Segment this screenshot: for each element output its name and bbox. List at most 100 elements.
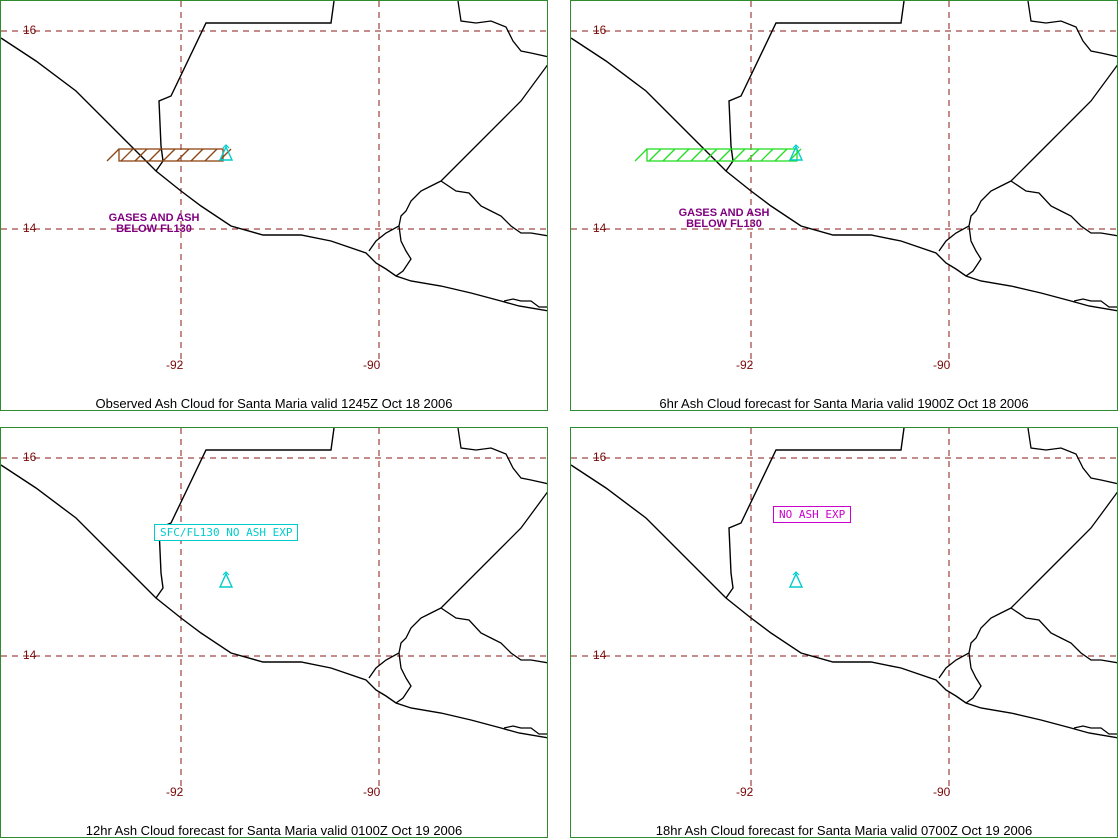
coastline xyxy=(1,37,547,312)
volcano-icon xyxy=(218,144,234,161)
ash-hatch xyxy=(732,148,746,162)
bay-outline xyxy=(503,725,547,735)
ash-note-line-1: GASES AND ASH xyxy=(678,207,770,219)
volcano-icon xyxy=(788,144,804,161)
volcano-icon xyxy=(218,571,234,588)
border-line xyxy=(440,180,547,237)
border-line xyxy=(457,1,547,58)
coastline-and-borders xyxy=(1,428,547,739)
ash-hatch xyxy=(634,148,648,162)
lon-label-90: -90 xyxy=(933,358,951,372)
ash-hatch xyxy=(662,148,676,162)
lon-label-90: -90 xyxy=(933,785,951,799)
map-panel-2: 16 14 -92 -90 GASES AND ASH BELOW FL130 … xyxy=(570,0,1118,411)
lat-label-14: 14 xyxy=(23,648,37,662)
lon-label-90: -90 xyxy=(363,358,381,372)
border-line xyxy=(368,180,442,252)
panel-caption: Observed Ash Cloud for Santa Maria valid… xyxy=(95,396,453,411)
lat-label-16: 16 xyxy=(23,23,37,37)
border-line xyxy=(440,607,547,664)
border-line xyxy=(457,428,547,485)
lon-label-92: -92 xyxy=(166,785,184,799)
map-canvas xyxy=(1,428,547,793)
map-panel-1: 16 14 -92 -90 GASES AND ASH BELOW FL130 … xyxy=(0,0,548,411)
coastline-and-borders xyxy=(571,428,1117,739)
border-mexico xyxy=(155,428,335,599)
border-line xyxy=(440,491,547,609)
map-canvas xyxy=(571,428,1117,793)
border-line xyxy=(1010,491,1117,609)
border-mexico xyxy=(725,428,905,599)
ash-hatch xyxy=(162,148,176,162)
map-canvas xyxy=(1,1,547,366)
border-mexico xyxy=(155,1,335,172)
ash-hatch xyxy=(106,148,120,162)
ash-hatch xyxy=(648,148,662,162)
coastline xyxy=(1,464,547,739)
ash-note-line-1: GASES AND ASH xyxy=(108,212,200,224)
border-line xyxy=(1010,180,1117,237)
panel-caption: 12hr Ash Cloud forecast for Santa Maria … xyxy=(85,823,463,838)
lat-label-14: 14 xyxy=(23,221,37,235)
ash-hatch xyxy=(774,148,788,162)
ash-hatch xyxy=(690,148,704,162)
border-line xyxy=(395,652,412,704)
border-line xyxy=(965,652,982,704)
forecast-box: SFC/FL130 NO ASH EXP xyxy=(154,524,299,541)
border-line xyxy=(938,180,1012,252)
border-line xyxy=(440,64,547,182)
lat-label-16: 16 xyxy=(593,450,607,464)
bay-outline xyxy=(503,298,547,308)
border-line xyxy=(1027,1,1117,58)
ash-note: GASES AND ASH BELOW FL130 xyxy=(99,213,209,235)
bay-outline xyxy=(1073,725,1117,735)
border-line xyxy=(1010,607,1117,664)
ash-hatch xyxy=(190,148,204,162)
bay-outline xyxy=(1073,298,1117,308)
ash-hatch xyxy=(676,148,690,162)
map-panel-3: 16 14 -92 -90 SFC/FL130 NO ASH EXP 12hr … xyxy=(0,427,548,838)
ash-cloud-area xyxy=(106,148,232,162)
coastline-and-borders xyxy=(1,1,547,312)
ash-hatch xyxy=(204,148,218,162)
lat-label-16: 16 xyxy=(23,450,37,464)
ash-hatch xyxy=(760,148,774,162)
panel-caption: 18hr Ash Cloud forecast for Santa Maria … xyxy=(655,823,1033,838)
lat-label-14: 14 xyxy=(593,221,607,235)
ash-area-outline xyxy=(646,148,798,162)
ash-hatch xyxy=(746,148,760,162)
border-line xyxy=(395,225,412,277)
ash-hatch xyxy=(148,148,162,162)
panel-caption: 6hr Ash Cloud forecast for Santa Maria v… xyxy=(659,396,1029,411)
ash-cloud-area xyxy=(634,148,802,162)
grid-lines xyxy=(1,1,547,366)
ash-hatch xyxy=(718,148,732,162)
lon-label-90: -90 xyxy=(363,785,381,799)
border-line xyxy=(965,225,982,277)
map-panel-4: 16 14 -92 -90 NO ASH EXP 18hr Ash Cloud … xyxy=(570,427,1118,838)
ash-hatch xyxy=(176,148,190,162)
coastline xyxy=(571,37,1117,312)
coastline xyxy=(571,464,1117,739)
border-line xyxy=(1027,428,1117,485)
ash-note-line-2: BELOW FL130 xyxy=(116,223,192,235)
lat-label-16: 16 xyxy=(593,23,607,37)
grid-lines xyxy=(1,428,547,793)
lon-label-92: -92 xyxy=(166,358,184,372)
volcano-icon xyxy=(788,571,804,588)
lon-label-92: -92 xyxy=(736,358,754,372)
ash-note: GASES AND ASH BELOW FL130 xyxy=(669,208,779,230)
lon-label-92: -92 xyxy=(736,785,754,799)
lat-label-14: 14 xyxy=(593,648,607,662)
map-canvas xyxy=(571,1,1117,366)
ash-hatch xyxy=(134,148,148,162)
forecast-box: NO ASH EXP xyxy=(773,506,852,523)
border-line xyxy=(938,607,1012,679)
coastline-and-borders xyxy=(571,1,1117,312)
ash-note-line-2: BELOW FL130 xyxy=(686,218,762,230)
grid-lines xyxy=(571,1,1117,366)
ash-hatch xyxy=(120,148,134,162)
border-mexico xyxy=(725,1,905,172)
border-line xyxy=(368,607,442,679)
ash-hatch xyxy=(704,148,718,162)
